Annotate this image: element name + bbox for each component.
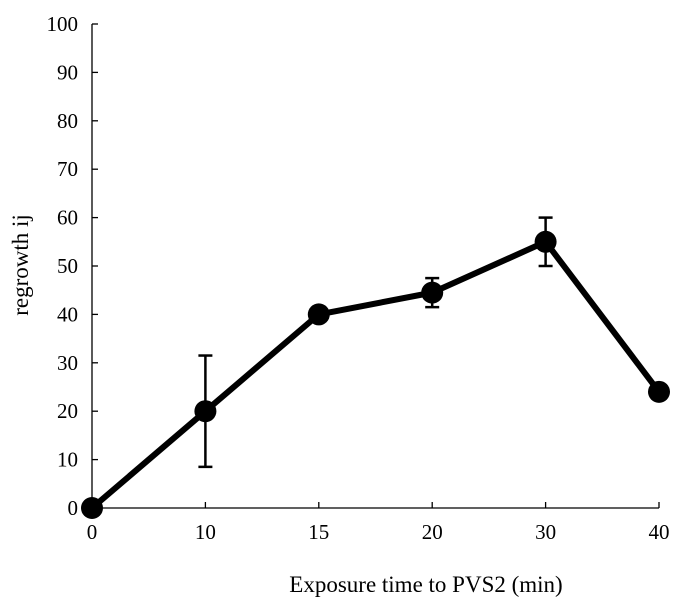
data-point: [307, 303, 330, 326]
x-tick-label: 0: [87, 520, 98, 544]
y-tick-label: 40: [57, 302, 78, 326]
data-point: [648, 380, 670, 403]
series-line: [90, 238, 662, 511]
y-axis-title: regrowth ij: [8, 214, 33, 316]
y-axis-ticks: 0 10 20 30 40 50 60 70 80 90 100: [47, 12, 98, 520]
y-tick-label: 70: [57, 157, 78, 181]
data-point: [534, 230, 557, 253]
y-tick-label: 10: [57, 448, 78, 472]
y-tick-label: 90: [57, 60, 78, 84]
data-point: [421, 281, 444, 304]
x-tick-label: 30: [535, 520, 556, 544]
x-tick-label: 40: [649, 520, 670, 544]
y-tick-label: 60: [57, 206, 78, 230]
y-tick-label: 50: [57, 254, 78, 278]
x-tick-label: 15: [308, 520, 329, 544]
error-bars: [198, 216, 553, 469]
x-axis-title: Exposure time to PVS2 (min): [289, 572, 562, 597]
x-tick-label: 20: [422, 520, 443, 544]
y-tick-label: 80: [57, 109, 78, 133]
y-tick-label: 20: [57, 399, 78, 423]
y-tick-label: 0: [68, 496, 79, 520]
y-tick-label: 30: [57, 351, 78, 375]
x-tick-label: 10: [195, 520, 216, 544]
data-points: [81, 230, 670, 519]
data-point: [81, 497, 103, 519]
y-tick-label: 100: [47, 12, 79, 36]
x-axis-ticks: 0 10 15 20 30 40: [87, 502, 670, 544]
data-point: [194, 400, 217, 423]
